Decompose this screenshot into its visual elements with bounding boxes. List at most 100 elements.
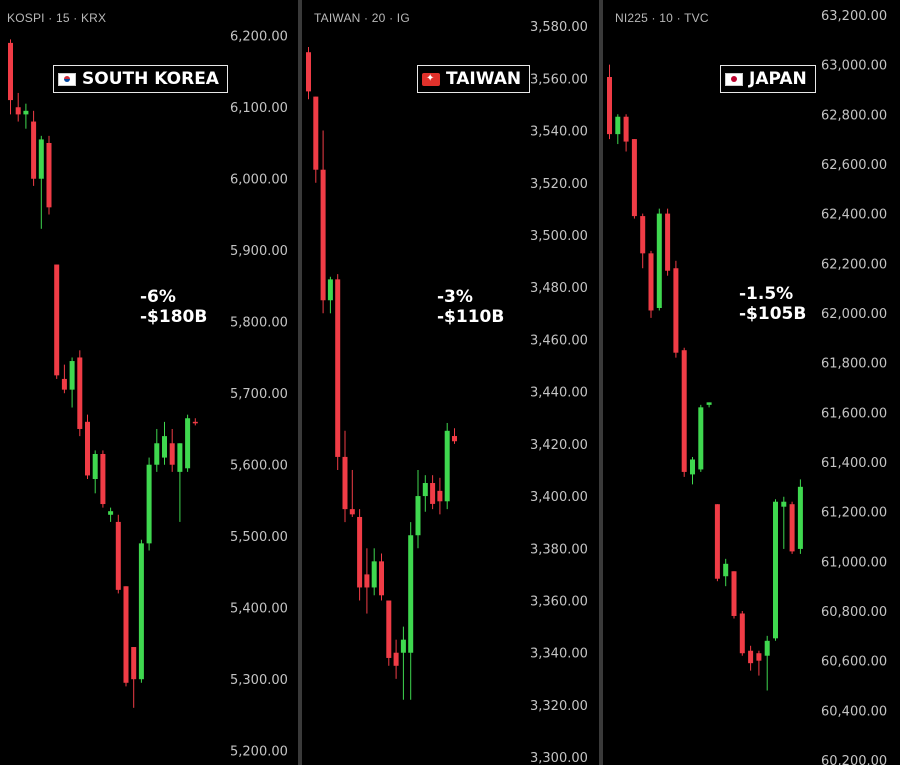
candle (673, 260, 679, 358)
candle-body (177, 443, 183, 472)
y-tick-label: 60,600.00 (821, 655, 887, 670)
y-tick-label: 6,000.00 (230, 173, 288, 188)
candle (69, 357, 75, 408)
candle (162, 421, 167, 465)
change-annotation: -1.5% -$105B (739, 284, 806, 324)
y-tick-label: 3,480.00 (530, 281, 588, 296)
change-percent: -1.5% (739, 284, 794, 304)
candle (61, 364, 67, 394)
candle-body (38, 139, 44, 179)
y-tick-label: 3,440.00 (530, 386, 588, 401)
candle (154, 428, 160, 472)
country-label: SOUTH KOREA (82, 69, 219, 89)
candle (15, 92, 21, 122)
candle-body (185, 418, 191, 469)
candle (640, 213, 646, 269)
candle (714, 504, 720, 582)
candle (364, 548, 370, 614)
candle-body (690, 459, 695, 475)
candle-body (154, 443, 160, 465)
candle (393, 639, 399, 679)
change-annotation: -6% -$180B (140, 287, 207, 327)
nikkei-chart: 63,200.00 63,000.00 62,800.00 62,600.00 62,4… (607, 9, 887, 765)
y-tick-label: 5,700.00 (230, 387, 288, 402)
candle-body (115, 521, 121, 590)
candle-body (640, 216, 646, 254)
candle (408, 522, 414, 700)
candle-body (15, 107, 21, 115)
country-tag: JAPAN (720, 65, 816, 93)
change-value: -$180B (140, 307, 208, 327)
candle (756, 650, 762, 676)
y-tick-label: 3,580.00 (530, 20, 588, 35)
y-tick-label: 62,200.00 (821, 257, 887, 272)
candle-body (607, 76, 612, 135)
candle-body (408, 535, 414, 653)
candle (177, 443, 183, 522)
candle (690, 457, 695, 485)
candle-body (631, 139, 637, 217)
candle-body (320, 169, 326, 301)
candle (665, 208, 671, 276)
candle (313, 96, 319, 183)
change-value: -$105B (739, 304, 807, 324)
south-korea-flag-icon (58, 72, 76, 86)
y-tick-label: 63,200.00 (821, 9, 887, 24)
japan-flag-icon (725, 72, 743, 86)
y-tick-label: 63,000.00 (821, 59, 887, 74)
candle-body (92, 453, 98, 480)
candle (452, 428, 457, 444)
y-tick-label: 6,200.00 (230, 30, 288, 45)
candle (138, 539, 144, 683)
candle-body (100, 453, 106, 505)
change-annotation: -3% -$110B (437, 287, 504, 327)
y-tick-label: 60,400.00 (821, 704, 887, 719)
kospi-chart: 6,200.00 6,100.00 6,000.00 5,900.00 5,800.00… (8, 30, 288, 760)
candle (77, 350, 83, 437)
candle-body (327, 279, 333, 301)
nikkei-panel: NI225 · 10 · TVC 63,200.00 63,000.00 62,80… (603, 0, 900, 765)
candle-body (452, 436, 457, 442)
candle-body (739, 613, 745, 654)
candle (764, 635, 770, 691)
candle (723, 558, 729, 587)
candle-body (681, 350, 687, 472)
candle (681, 347, 687, 477)
candle-body (444, 430, 450, 502)
candle (349, 469, 355, 517)
candle (31, 110, 37, 186)
candle-body (723, 563, 729, 577)
candle (797, 479, 803, 554)
chart-header: KOSPI · 15 · KRX (7, 11, 107, 25)
candle (320, 130, 326, 314)
y-tick-label: 3,460.00 (530, 333, 588, 348)
y-tick-label: 5,500.00 (230, 530, 288, 545)
candle-body (192, 421, 198, 424)
candle (379, 553, 384, 601)
y-tick-label: 3,540.00 (530, 125, 588, 140)
candle (342, 430, 348, 523)
y-tick-label: 5,200.00 (230, 745, 288, 760)
candle-body (342, 456, 348, 510)
candle-body (731, 571, 737, 616)
candle-body (77, 357, 83, 429)
candle (648, 250, 654, 318)
candle-body (364, 574, 370, 588)
candle (185, 414, 191, 472)
candle (23, 103, 29, 129)
taiwan-panel: TAIWAN · 20 · IG 3,580.00 3,560.00 3,540.0… (302, 0, 599, 765)
y-tick-label: 5,300.00 (230, 673, 288, 688)
candle-body (46, 142, 52, 208)
candle-body (781, 501, 787, 507)
candle (706, 402, 712, 408)
candle-body (623, 116, 629, 142)
candle (335, 274, 341, 470)
taiwan-chart: 3,580.00 3,560.00 3,540.00 3,520.00 3,500.00… (306, 20, 588, 765)
candle-body (69, 361, 75, 390)
candle (100, 450, 106, 508)
candle (327, 276, 333, 314)
y-tick-label: 3,500.00 (530, 229, 588, 244)
candle-body (313, 96, 319, 170)
candle-body (656, 213, 662, 308)
candle-body (371, 561, 377, 588)
